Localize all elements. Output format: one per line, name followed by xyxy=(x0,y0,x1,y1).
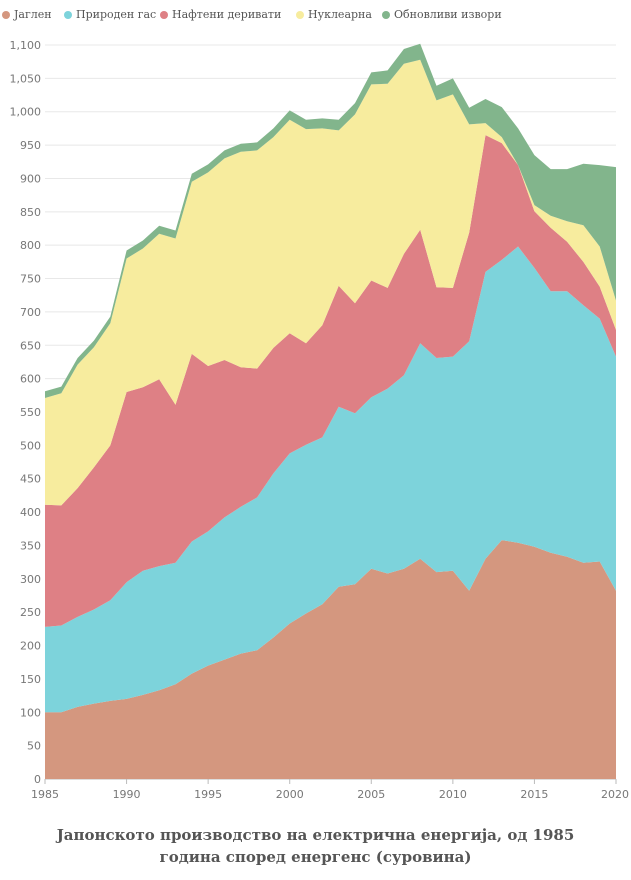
y-tick-label: 1,100 xyxy=(10,39,42,52)
y-tick-label: 150 xyxy=(20,673,41,686)
y-tick-label: 650 xyxy=(20,339,41,352)
x-tick-label: 2010 xyxy=(439,788,467,801)
legend-item[interactable]: Обновливи извори xyxy=(382,8,502,21)
x-tick-label: 1990 xyxy=(113,788,141,801)
y-tick-label: 750 xyxy=(20,273,41,286)
y-tick-label: 350 xyxy=(20,539,41,552)
y-tick-label: 0 xyxy=(34,773,41,786)
stacked-area-chart: 0 50 100 150 200 250 300 350 400 450 500 550 600 650 7… xyxy=(10,39,630,801)
y-tick-label: 250 xyxy=(20,606,41,619)
y-tick-label: 700 xyxy=(20,306,41,319)
legend-swatch-icon xyxy=(296,11,304,19)
area-series[interactable] xyxy=(45,246,616,713)
x-axis-ticks: 1985 1990 1995 2000 2005 2010 2015 2020 xyxy=(31,779,629,801)
legend-label: Јаглен xyxy=(14,8,52,21)
y-tick-label: 500 xyxy=(20,439,41,452)
area-series xyxy=(45,43,616,779)
legend-label: Природен гас xyxy=(76,8,157,21)
x-tick-label: 2020 xyxy=(601,788,629,801)
caption-line-1: Јапонското производство на електрична ен… xyxy=(56,826,575,844)
chart-caption: Јапонското производство на електрична ен… xyxy=(0,824,631,868)
legend-swatch-icon xyxy=(160,11,168,19)
y-tick-label: 600 xyxy=(20,373,41,386)
y-tick-label: 300 xyxy=(20,573,41,586)
legend-item[interactable]: Природен гас xyxy=(64,8,156,21)
x-tick-label: 2005 xyxy=(357,788,385,801)
x-tick-label: 1985 xyxy=(31,788,59,801)
legend-swatch-icon xyxy=(2,11,10,19)
legend-item[interactable]: Нуклеарна xyxy=(296,8,372,21)
y-tick-label: 50 xyxy=(27,740,41,753)
area-series[interactable] xyxy=(45,59,616,506)
y-tick-label: 850 xyxy=(20,206,41,219)
chart-legend: Јаглен Природен гас Нафтени деривати Нуклеа… xyxy=(0,8,631,28)
legend-item[interactable]: Јаглен xyxy=(2,8,52,21)
legend-label: Нуклеарна xyxy=(308,8,372,21)
y-tick-label: 1,050 xyxy=(10,72,42,85)
x-tick-label: 2000 xyxy=(276,788,304,801)
x-tick-label: 1995 xyxy=(194,788,222,801)
area-series[interactable] xyxy=(45,540,616,779)
legend-label: Нафтени деривати xyxy=(172,8,282,21)
y-tick-label: 200 xyxy=(20,640,41,653)
caption-line-2: година според енергенс (суровина) xyxy=(159,848,472,866)
y-tick-label: 400 xyxy=(20,506,41,519)
x-tick-label: 2015 xyxy=(520,788,548,801)
y-axis-ticks: 0 50 100 150 200 250 300 350 400 450 500 550 600 650 7… xyxy=(10,39,42,786)
y-tick-label: 450 xyxy=(20,473,41,486)
area-series[interactable] xyxy=(45,135,616,627)
y-tick-label: 550 xyxy=(20,406,41,419)
legend-item[interactable]: Нафтени деривати xyxy=(160,8,281,21)
y-tick-label: 100 xyxy=(20,706,41,719)
legend-swatch-icon xyxy=(382,11,390,19)
y-tick-label: 950 xyxy=(20,139,41,152)
y-tick-label: 1,000 xyxy=(10,106,42,119)
legend-swatch-icon xyxy=(64,11,72,19)
y-tick-label: 900 xyxy=(20,172,41,185)
y-tick-label: 800 xyxy=(20,239,41,252)
legend-label: Обновливи извори xyxy=(394,8,502,21)
